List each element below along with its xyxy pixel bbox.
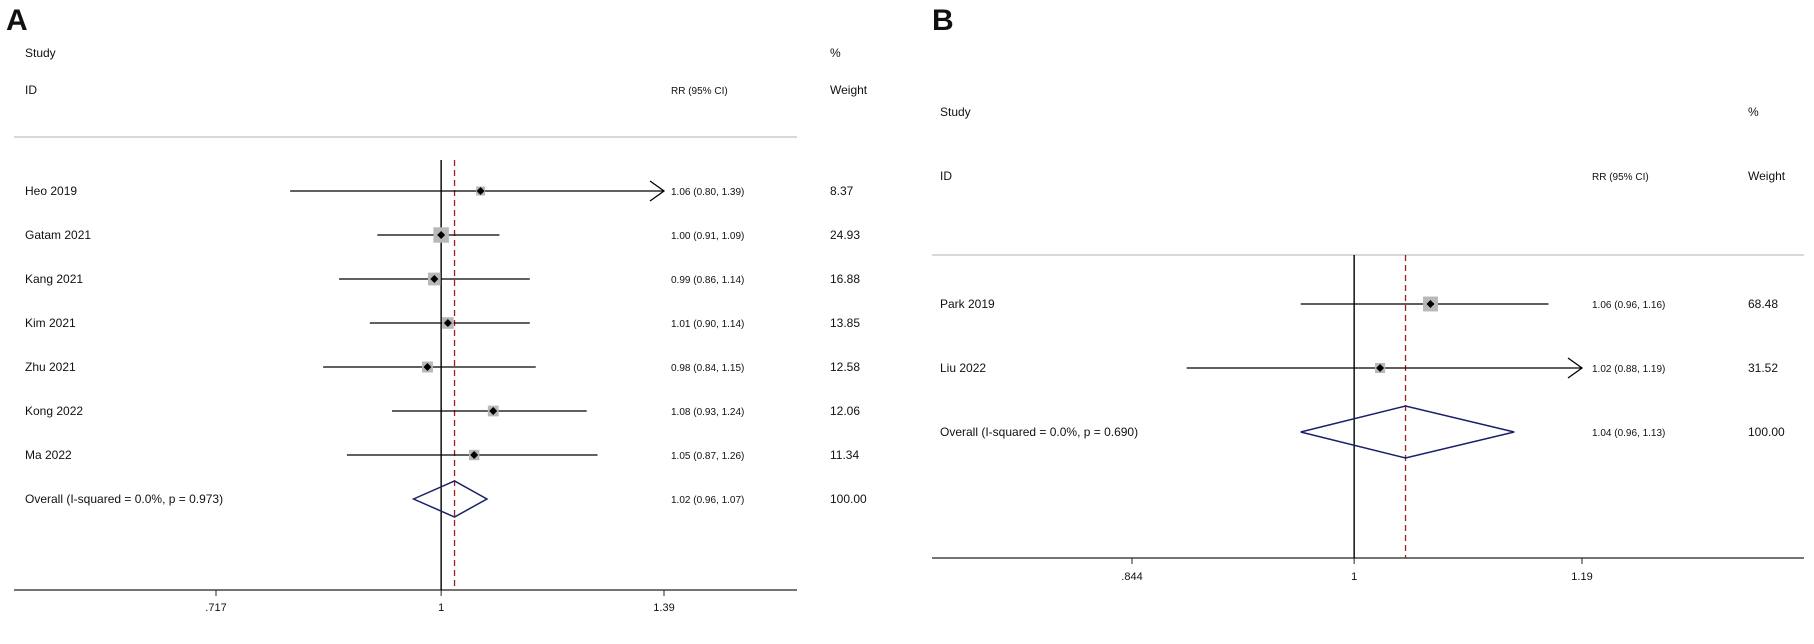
study-name: Kang 2021 — [25, 272, 83, 286]
point-estimate — [489, 407, 498, 415]
study-weight: 11.34 — [830, 448, 859, 462]
study-weight: 68.48 — [1748, 297, 1778, 311]
study-row: Kong 2022 1.08 (0.93, 1.24) 12.06 — [25, 404, 860, 418]
study-ci-text: 0.99 (0.86, 1.14) — [671, 275, 744, 286]
header-rr-ci: RR (95% CI) — [1592, 172, 1649, 183]
overall-weight: 100.00 — [830, 492, 867, 506]
overall-weight: 100.00 — [1748, 425, 1785, 439]
point-estimate — [437, 231, 446, 239]
study-weight: 13.85 — [830, 316, 860, 330]
header-id: ID — [940, 169, 952, 183]
point-estimate — [443, 319, 452, 327]
header-study: Study — [25, 46, 56, 60]
x-tick-label: .717 — [205, 602, 226, 614]
overall-diamond — [411, 480, 489, 518]
study-ci-text: 1.00 (0.91, 1.09) — [671, 231, 744, 242]
study-row: Kim 2021 1.01 (0.90, 1.14) 13.85 — [25, 316, 860, 330]
study-row: Park 2019 1.06 (0.96, 1.16) 68.48 — [940, 296, 1778, 312]
study-ci-text: 1.01 (0.90, 1.14) — [671, 319, 744, 330]
point-estimate — [1376, 364, 1385, 372]
header-percent: % — [830, 46, 841, 60]
x-tick-label: 1.19 — [1571, 571, 1592, 583]
overall-diamond — [1300, 405, 1515, 459]
panel-label: A — [6, 4, 28, 37]
study-row: Heo 2019 1.06 (0.80, 1.39) 8.37 — [25, 180, 854, 202]
overall-row: Overall (I-squared = 0.0%, p = 0.973) 1.0… — [25, 480, 867, 518]
ci-arrow — [1567, 357, 1584, 379]
study-ci-text: 0.98 (0.84, 1.15) — [671, 363, 744, 374]
panel-label: B — [932, 4, 954, 37]
study-ci-text: 1.05 (0.87, 1.26) — [671, 451, 744, 462]
point-estimate — [476, 187, 485, 195]
study-row: Liu 2022 1.02 (0.88, 1.19) 31.52 — [940, 357, 1778, 379]
study-ci-text: 1.08 (0.93, 1.24) — [671, 407, 744, 418]
x-tick-label: 1.39 — [653, 602, 674, 614]
study-weight: 12.58 — [830, 360, 860, 374]
header-percent: % — [1748, 105, 1759, 119]
study-ci-text: 1.06 (0.80, 1.39) — [671, 187, 744, 198]
study-row: Gatam 2021 1.00 (0.91, 1.09) 24.93 — [25, 227, 860, 243]
header-id: ID — [25, 83, 37, 97]
study-name: Gatam 2021 — [25, 228, 91, 242]
forest-panel-a: A Study % ID RR (95% CI) Weight .717 1 1.39 Heo 2… — [6, 4, 868, 614]
x-tick-label: 1 — [1351, 571, 1357, 583]
study-name: Heo 2019 — [25, 184, 77, 198]
study-weight: 8.37 — [830, 184, 854, 198]
study-row: Zhu 2021 0.98 (0.84, 1.15) 12.58 — [25, 360, 860, 374]
study-weight: 24.93 — [830, 228, 860, 242]
study-row: Kang 2021 0.99 (0.86, 1.14) 16.88 — [25, 272, 860, 286]
overall-label: Overall (I-squared = 0.0%, p = 0.973) — [25, 492, 223, 506]
study-weight: 31.52 — [1748, 361, 1778, 375]
study-ci-text: 1.02 (0.88, 1.19) — [1592, 364, 1665, 375]
point-estimate — [1426, 300, 1435, 308]
study-row: Ma 2022 1.05 (0.87, 1.26) 11.34 — [25, 448, 859, 462]
overall-ci-text: 1.04 (0.96, 1.13) — [1592, 428, 1665, 439]
overall-row: Overall (I-squared = 0.0%, p = 0.690) 1.0… — [940, 405, 1785, 459]
study-weight: 12.06 — [830, 404, 860, 418]
point-estimate — [430, 275, 439, 283]
x-tick-label: .844 — [1121, 571, 1142, 583]
study-name: Kong 2022 — [25, 404, 83, 418]
ci-arrow — [649, 180, 666, 202]
header-weight: Weight — [1748, 169, 1786, 183]
forest-panel-b: B Study % ID RR (95% CI) Weight .844 1 1.19 Park … — [932, 4, 1804, 583]
header-study: Study — [940, 105, 971, 119]
header-weight: Weight — [830, 83, 868, 97]
point-estimate — [470, 451, 479, 459]
study-name: Ma 2022 — [25, 448, 72, 462]
study-name: Zhu 2021 — [25, 360, 76, 374]
study-ci-text: 1.06 (0.96, 1.16) — [1592, 300, 1665, 311]
study-name: Liu 2022 — [940, 361, 986, 375]
study-name: Kim 2021 — [25, 316, 76, 330]
header-rr-ci: RR (95% CI) — [671, 86, 728, 97]
study-weight: 16.88 — [830, 272, 860, 286]
overall-label: Overall (I-squared = 0.0%, p = 0.690) — [940, 425, 1138, 439]
x-tick-label: 1 — [438, 602, 444, 614]
point-estimate — [423, 363, 432, 371]
overall-ci-text: 1.02 (0.96, 1.07) — [671, 495, 744, 506]
study-name: Park 2019 — [940, 297, 995, 311]
